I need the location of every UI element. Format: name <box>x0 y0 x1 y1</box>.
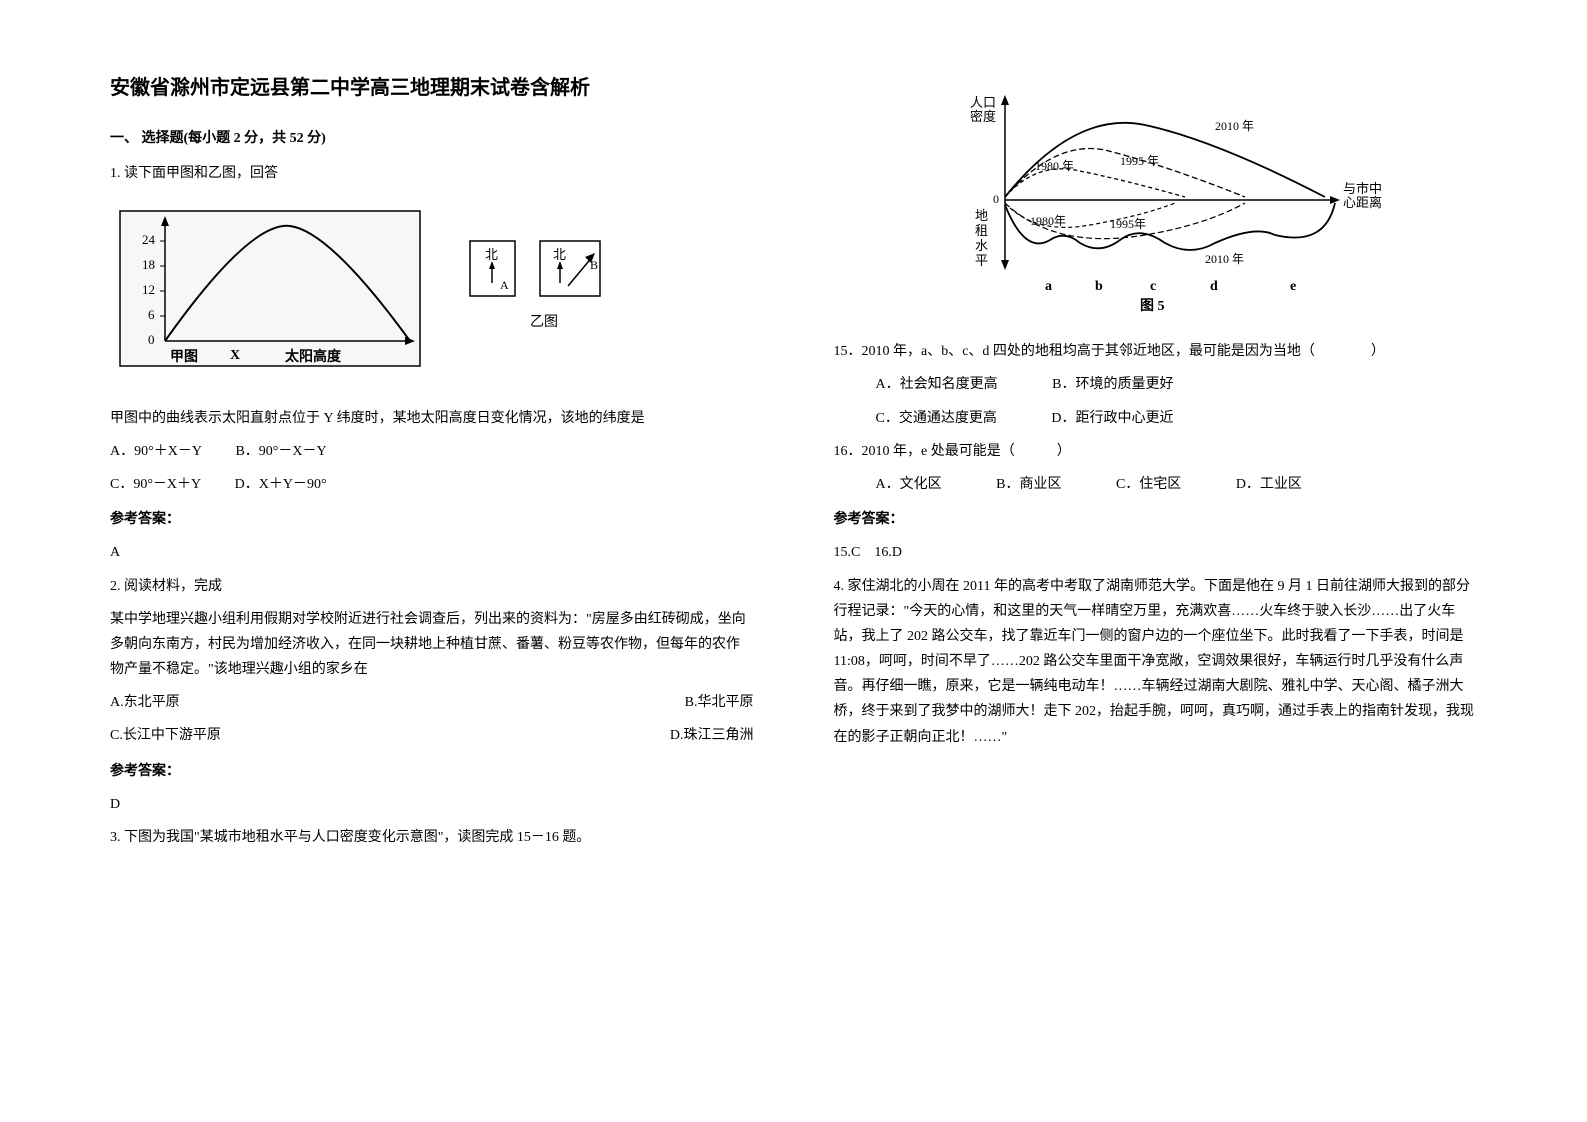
left-column: 安徽省滁州市定远县第二中学高三地理期末试卷含解析 一、 选择题(每小题 2 分，… <box>90 70 794 1052</box>
q1-options-ab: A．90°＋X－Y B．90°－X－Y <box>110 439 754 464</box>
svg-text:1980年: 1980年 <box>1030 214 1066 228</box>
svg-text:与市中: 与市中 <box>1343 181 1382 196</box>
svg-text:甲图: 甲图 <box>170 349 198 365</box>
svg-text:1995 年: 1995 年 <box>1120 154 1159 168</box>
q1-answer: A <box>110 540 754 565</box>
q1-desc: 甲图中的曲线表示太阳直射点位于 Y 纬度时，某地太阳高度日变化情况，该地的纬度是 <box>110 406 754 431</box>
q15-opt-c: C．交通通达度更高 <box>855 406 997 431</box>
q1-figure: 0 6 12 18 24 X 甲图 太阳高度 北 A 北 <box>110 201 754 390</box>
svg-text:e: e <box>1290 279 1296 294</box>
q2-opt-b: B.华北平原 <box>685 690 754 715</box>
q3-stem: 3. 下图为我国"某城市地租水平与人口密度变化示意图"，读图完成 15－16 题… <box>110 825 754 850</box>
q1-stem: 1. 读下面甲图和乙图，回答 <box>110 161 754 186</box>
q1-opt-d: D．X＋Y－90° <box>235 472 327 497</box>
q2-answer-label: 参考答案： <box>110 759 754 784</box>
q2-options-ab: A.东北平原 B.华北平原 <box>110 690 754 715</box>
svg-text:18: 18 <box>142 257 155 272</box>
q15-options-ab: A．社会知名度更高 B．环境的质量更好 <box>834 372 1478 397</box>
svg-text:人口: 人口 <box>970 95 996 110</box>
q1-opt-b: B．90°－X－Y <box>235 439 326 464</box>
q15-opt-b: B．环境的质量更好 <box>1031 372 1173 397</box>
q1-options-cd: C．90°－X＋Y D．X＋Y－90° <box>110 472 754 497</box>
q16-opt-b: B．商业区 <box>975 472 1061 497</box>
right-column: 0 人口 密度 地 租 水 平 与市中 心距离 2010 年 1995 年 19… <box>794 70 1498 1052</box>
svg-text:水: 水 <box>975 238 988 253</box>
svg-text:X: X <box>230 348 240 363</box>
section-1-header: 一、 选择题(每小题 2 分，共 52 分) <box>110 126 754 151</box>
q16-answer-label: 参考答案： <box>834 507 1478 532</box>
svg-text:B: B <box>590 258 598 272</box>
svg-text:1980 年: 1980 年 <box>1035 159 1074 173</box>
page-title: 安徽省滁州市定远县第二中学高三地理期末试卷含解析 <box>110 70 754 106</box>
q1-opt-c: C．90°－X＋Y <box>110 472 201 497</box>
svg-text:图 5: 图 5 <box>1140 298 1165 314</box>
svg-text:0: 0 <box>148 332 155 347</box>
svg-text:a: a <box>1045 279 1052 294</box>
q16-opt-a: A．文化区 <box>855 472 942 497</box>
svg-text:乙图: 乙图 <box>530 314 558 330</box>
svg-text:2010 年: 2010 年 <box>1205 252 1244 266</box>
q16-stem: 16．2010 年，e 处最可能是（ ） <box>834 439 1478 464</box>
svg-text:太阳高度: 太阳高度 <box>285 348 342 365</box>
svg-text:c: c <box>1150 279 1156 294</box>
q15-stem: 15．2010 年，a、b、c、d 四处的地租均高于其邻近地区，最可能是因为当地… <box>834 339 1478 364</box>
svg-text:6: 6 <box>148 307 155 322</box>
svg-text:1995年: 1995年 <box>1110 217 1146 231</box>
q16-opt-d: D．工业区 <box>1215 472 1302 497</box>
q3-svg: 0 人口 密度 地 租 水 平 与市中 心距离 2010 年 1995 年 19… <box>915 85 1395 315</box>
q16-answer: 15.C 16.D <box>834 540 1478 565</box>
svg-text:12: 12 <box>142 282 155 297</box>
svg-text:地: 地 <box>975 208 988 223</box>
q3-figure: 0 人口 密度 地 租 水 平 与市中 心距离 2010 年 1995 年 19… <box>834 85 1478 324</box>
q2-stem: 2. 阅读材料，完成 <box>110 574 754 599</box>
svg-text:b: b <box>1095 279 1103 294</box>
svg-text:租: 租 <box>975 223 988 238</box>
svg-text:0: 0 <box>993 192 999 206</box>
svg-text:2010 年: 2010 年 <box>1215 119 1254 133</box>
q15-options-cd: C．交通通达度更高 D．距行政中心更近 <box>834 406 1478 431</box>
q1-answer-label: 参考答案： <box>110 507 754 532</box>
q2-answer: D <box>110 792 754 817</box>
q16-options: A．文化区 B．商业区 C．住宅区 D．工业区 <box>834 472 1478 497</box>
svg-text:24: 24 <box>142 232 156 247</box>
q2-opt-a: A.东北平原 <box>110 695 180 710</box>
q15-opt-d: D．距行政中心更近 <box>1030 406 1173 431</box>
q2-para: 某中学地理兴趣小组利用假期对学校附近进行社会调查后，列出来的资料为："房屋多由红… <box>110 607 754 683</box>
q16-opt-c: C．住宅区 <box>1095 472 1181 497</box>
svg-text:d: d <box>1210 279 1218 294</box>
q1-svg: 0 6 12 18 24 X 甲图 太阳高度 北 A 北 <box>110 201 670 381</box>
q1-opt-a: A．90°＋X－Y <box>110 439 202 464</box>
svg-text:平: 平 <box>975 253 988 268</box>
q2-options-cd: C.长江中下游平原 D.珠江三角洲 <box>110 723 754 748</box>
q4-stem: 4. 家住湖北的小周在 2011 年的高考中考取了湖南师范大学。下面是他在 9 … <box>834 574 1478 750</box>
q15-opt-a: A．社会知名度更高 <box>855 372 998 397</box>
q2-opt-c: C.长江中下游平原 <box>110 728 221 743</box>
q2-opt-d: D.珠江三角洲 <box>670 723 754 748</box>
svg-text:北: 北 <box>553 247 566 262</box>
svg-text:北: 北 <box>485 247 498 262</box>
svg-text:A: A <box>500 278 509 292</box>
svg-text:密度: 密度 <box>970 109 996 124</box>
svg-text:心距离: 心距离 <box>1343 195 1382 210</box>
